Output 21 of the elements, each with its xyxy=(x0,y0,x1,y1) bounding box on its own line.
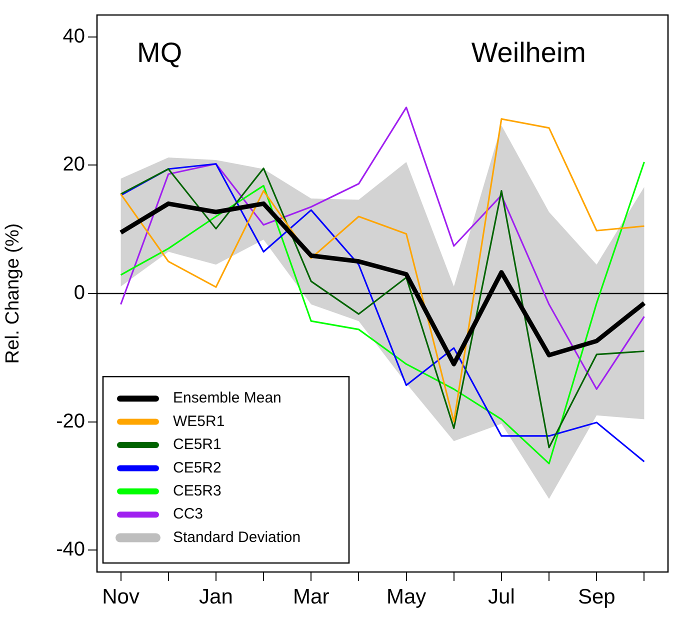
annotation: Weilheim xyxy=(471,37,586,68)
y-tick-label: -40 xyxy=(56,538,85,561)
annotation: MQ xyxy=(137,37,182,68)
y-tick-label: 40 xyxy=(62,25,85,48)
legend-label: CE5R2 xyxy=(173,459,222,476)
x-tick-label: Jul xyxy=(488,585,515,608)
y-tick-label: 0 xyxy=(74,282,85,304)
y-tick-label: 20 xyxy=(62,154,85,176)
x-tick-label: Sep xyxy=(578,585,616,608)
legend-label: CC3 xyxy=(173,506,204,523)
annotation: Standard Deviation xyxy=(173,528,301,546)
x-tick-label: Mar xyxy=(293,585,330,608)
x-tick-label: Nov xyxy=(102,585,140,608)
x-tick-label: May xyxy=(386,585,427,608)
legend-label: CE5R3 xyxy=(173,482,222,500)
y-axis-title: Rel. Change (%) xyxy=(2,223,24,364)
x-tick-label: Jan xyxy=(199,585,233,608)
legend-label: WE5R1 xyxy=(173,412,225,430)
legend-label: Ensemble Mean xyxy=(173,390,282,407)
y-tick-label: -20 xyxy=(56,410,85,432)
legend-label: CE5R1 xyxy=(173,436,222,454)
